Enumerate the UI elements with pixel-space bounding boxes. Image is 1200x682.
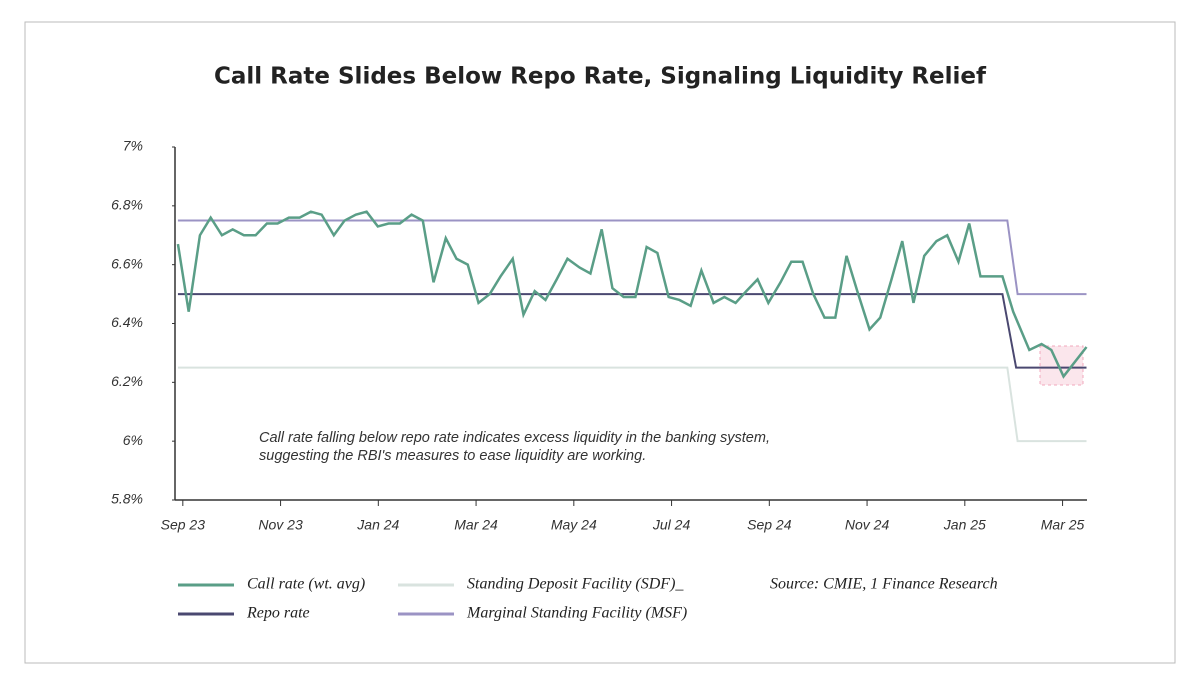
x-tick-label: Sep 24 bbox=[747, 517, 792, 533]
annotation: suggesting the RBI's measures to ease li… bbox=[259, 448, 646, 464]
y-tick-label: 6.2% bbox=[111, 373, 143, 389]
chart-title: Call Rate Slides Below Repo Rate, Signal… bbox=[214, 64, 987, 90]
x-tick-label: Sep 23 bbox=[161, 517, 206, 533]
x-tick-label: Nov 24 bbox=[845, 517, 890, 533]
series-line bbox=[177, 293, 1087, 369]
x-tick-label: Mar 24 bbox=[454, 517, 498, 533]
x-tick-label: Jan 24 bbox=[356, 517, 399, 533]
y-tick-label: 6.4% bbox=[111, 314, 143, 330]
source: Source: CMIE, 1 Finance Research bbox=[770, 576, 998, 593]
x-tick-label: Jul 24 bbox=[652, 517, 691, 533]
legend-label: Standing Deposit Facility (SDF)_ bbox=[467, 576, 684, 593]
y-tick-label: 6.8% bbox=[111, 197, 143, 213]
x-tick-label: Jan 25 bbox=[943, 517, 986, 533]
y-tick-label: 5.8% bbox=[111, 491, 143, 507]
legend-label: Call rate (wt. avg) bbox=[247, 576, 365, 593]
y-tick-label: 7% bbox=[123, 138, 143, 154]
annotation: Call rate falling below repo rate indica… bbox=[259, 430, 770, 446]
y-tick-label: 6% bbox=[123, 432, 143, 448]
legend-label: Marginal Standing Facility (MSF) bbox=[466, 605, 687, 622]
highlight-box bbox=[1039, 345, 1084, 386]
legend-label: Repo rate bbox=[246, 605, 310, 622]
card bbox=[24, 21, 1176, 664]
y-tick-label: 6.6% bbox=[111, 255, 143, 271]
series-line bbox=[176, 210, 1088, 379]
series-line bbox=[177, 366, 1087, 443]
x-tick-label: Mar 25 bbox=[1041, 517, 1085, 533]
x-tick-label: Nov 23 bbox=[258, 517, 303, 533]
x-tick-label: May 24 bbox=[551, 517, 597, 533]
series-line bbox=[177, 219, 1087, 296]
